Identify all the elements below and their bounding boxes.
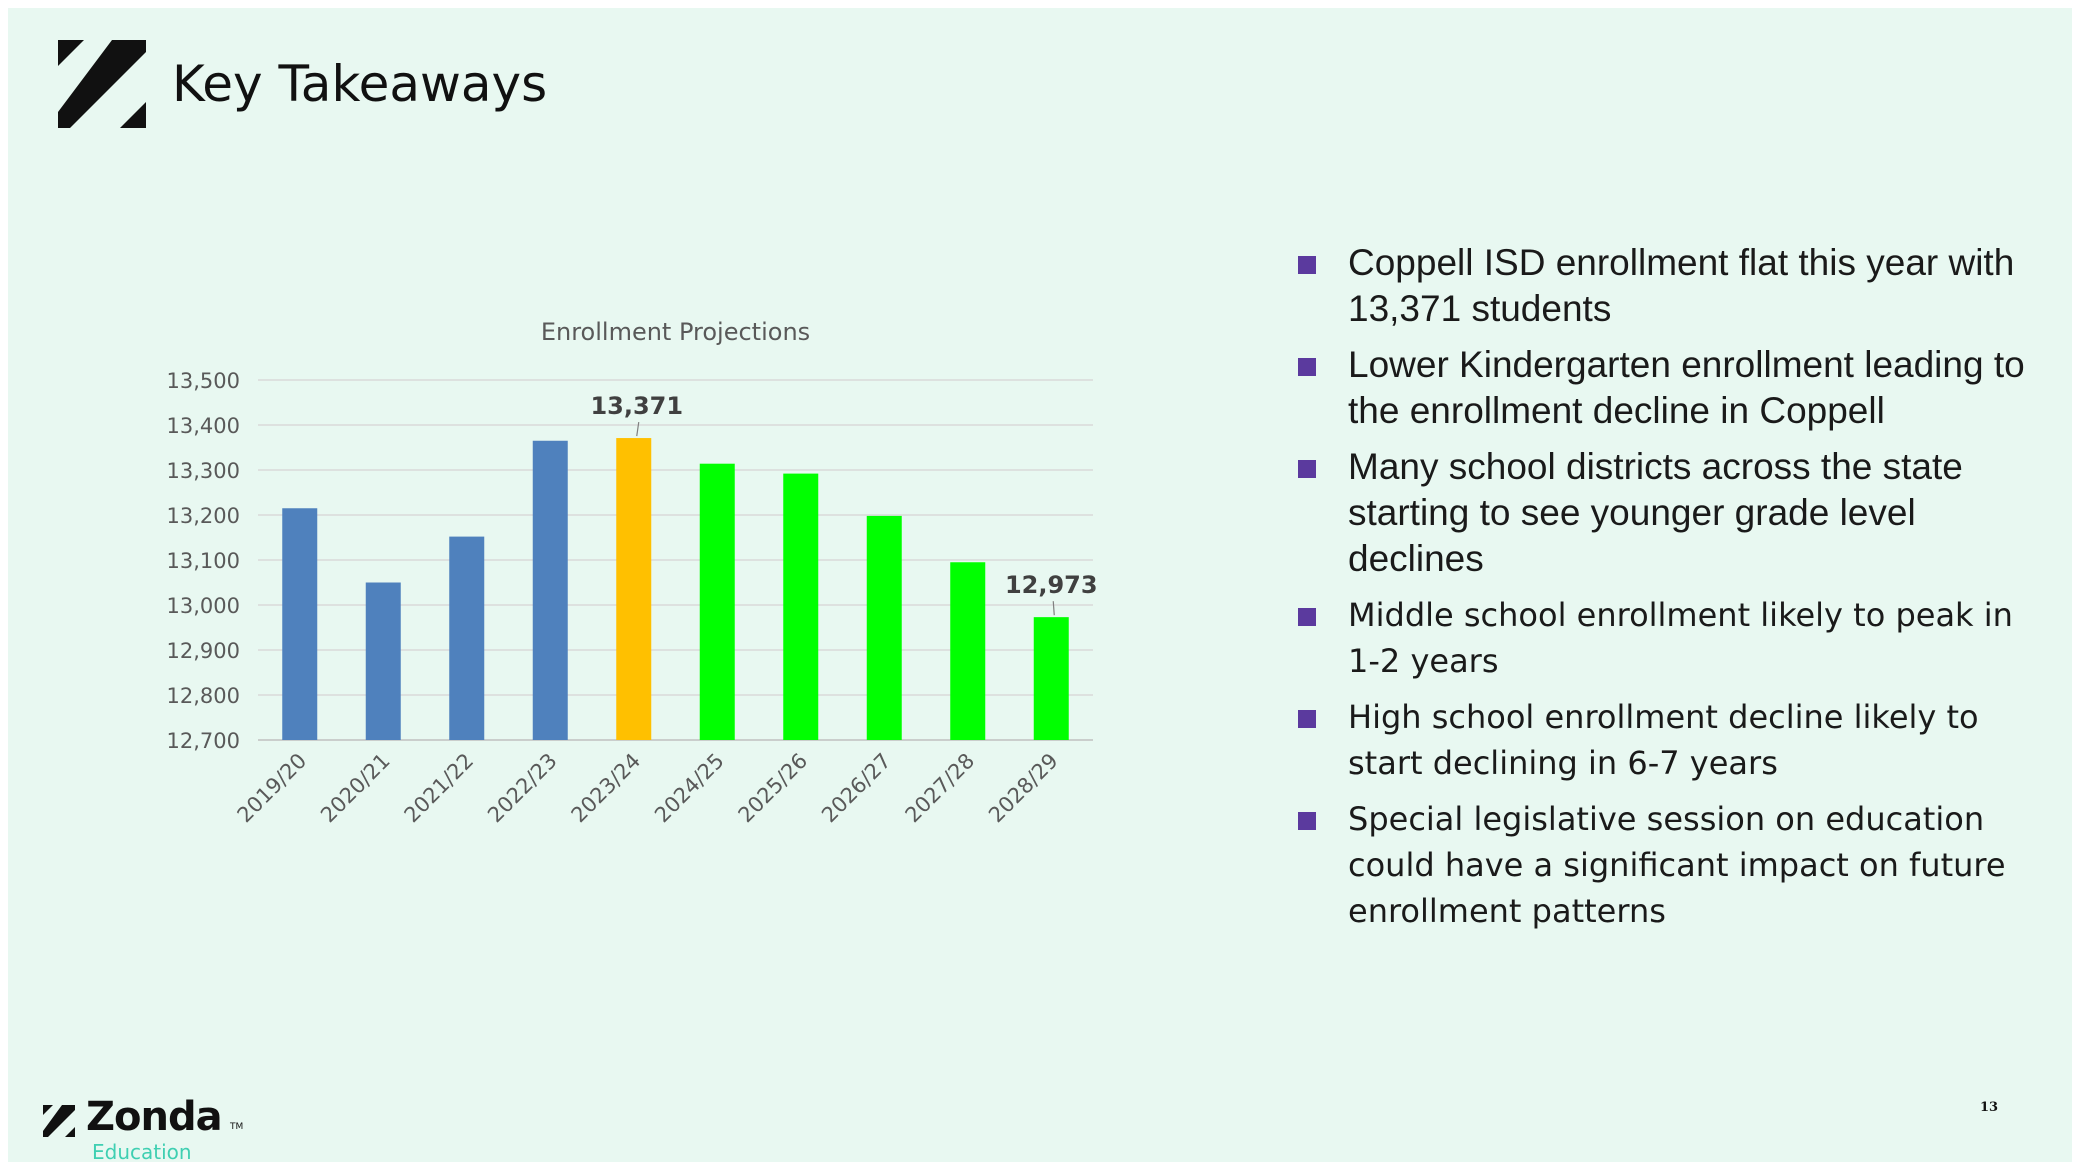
takeaway-item: Lower Kindergarten enrollment leading to…	[1288, 342, 2048, 434]
enrollment-chart: Enrollment Projections 12,700 12,800 12,900…	[128, 304, 1108, 864]
enrollment-chart-svg: Enrollment Projections 12,700 12,800 12,900…	[167, 318, 1098, 828]
x-tick-label: 2023/24	[567, 749, 646, 828]
takeaway-item: Many school districts across the state s…	[1288, 444, 2048, 582]
x-tick-label: 2027/28	[901, 749, 980, 828]
data-label-leader	[1052, 601, 1055, 616]
bar	[532, 440, 568, 740]
bar	[365, 582, 401, 740]
y-tick-label: 12,700	[167, 729, 240, 753]
data-label: 13,371	[590, 392, 683, 420]
y-tick-label: 13,300	[167, 459, 240, 483]
takeaways-list: Coppell ISD enrollment flat this year wi…	[1288, 240, 2048, 944]
zonda-mark-icon	[43, 1105, 75, 1137]
y-tick-label: 13,400	[167, 414, 240, 438]
data-label-leader	[636, 421, 640, 437]
brand-name: Zonda	[86, 1094, 223, 1140]
brand-subtitle: Education	[92, 1140, 192, 1162]
zonda-logo-icon	[58, 40, 146, 128]
page-number: 13	[1980, 1100, 1999, 1115]
data-label: 12,973	[1005, 571, 1098, 599]
bar	[783, 473, 819, 740]
y-tick-label: 13,200	[167, 504, 240, 528]
x-tick-label: 2021/22	[400, 749, 479, 828]
takeaway-text: Coppell ISD enrollment flat this year wi…	[1348, 242, 2015, 329]
slide: Key Takeaways Enrollment Projections 12,7…	[8, 8, 2072, 1162]
bullet-square-icon	[1298, 358, 1316, 376]
y-tick-label: 13,500	[167, 369, 240, 393]
x-tick-label: 2028/29	[984, 749, 1063, 828]
takeaway-text: Middle school enrollment likely to peak …	[1348, 596, 2013, 680]
x-tick-label: 2026/27	[817, 749, 896, 828]
bar	[866, 515, 902, 740]
slide-title: Key Takeaways	[172, 55, 548, 113]
bullet-square-icon	[1298, 608, 1316, 626]
bullet-square-icon	[1298, 812, 1316, 830]
y-tick-label: 12,800	[167, 684, 240, 708]
x-tick-label: 2024/25	[650, 749, 729, 828]
takeaway-text: Special legislative session on education…	[1348, 800, 2006, 930]
takeaway-item: High school enrollment decline likely to…	[1288, 694, 2048, 786]
x-tick-label: 2019/20	[233, 749, 312, 828]
x-tick-label: 2022/23	[483, 749, 562, 828]
x-tick-label: 2020/21	[316, 749, 395, 828]
bullet-square-icon	[1298, 256, 1316, 274]
bar	[1033, 617, 1069, 740]
bar	[699, 463, 735, 740]
bullet-square-icon	[1298, 460, 1316, 478]
takeaway-item: Special legislative session on education…	[1288, 796, 2048, 934]
takeaway-item: Middle school enrollment likely to peak …	[1288, 592, 2048, 684]
chart-title: Enrollment Projections	[541, 318, 810, 346]
takeaway-text: High school enrollment decline likely to…	[1348, 698, 1979, 782]
x-tick-label: 2025/26	[734, 749, 813, 828]
bullet-square-icon	[1298, 710, 1316, 728]
takeaway-text: Many school districts across the state s…	[1348, 446, 1963, 579]
y-tick-label: 13,000	[167, 594, 240, 618]
bar	[282, 508, 318, 740]
bar	[950, 562, 986, 740]
footer-brand: Zonda TM Education	[34, 1088, 274, 1162]
brand-trademark: TM	[230, 1122, 244, 1132]
bar	[449, 536, 485, 740]
y-tick-label: 13,100	[167, 549, 240, 573]
bar	[616, 438, 652, 740]
y-tick-label: 12,900	[167, 639, 240, 663]
takeaway-text: Lower Kindergarten enrollment leading to…	[1348, 344, 2025, 431]
takeaway-item: Coppell ISD enrollment flat this year wi…	[1288, 240, 2048, 332]
